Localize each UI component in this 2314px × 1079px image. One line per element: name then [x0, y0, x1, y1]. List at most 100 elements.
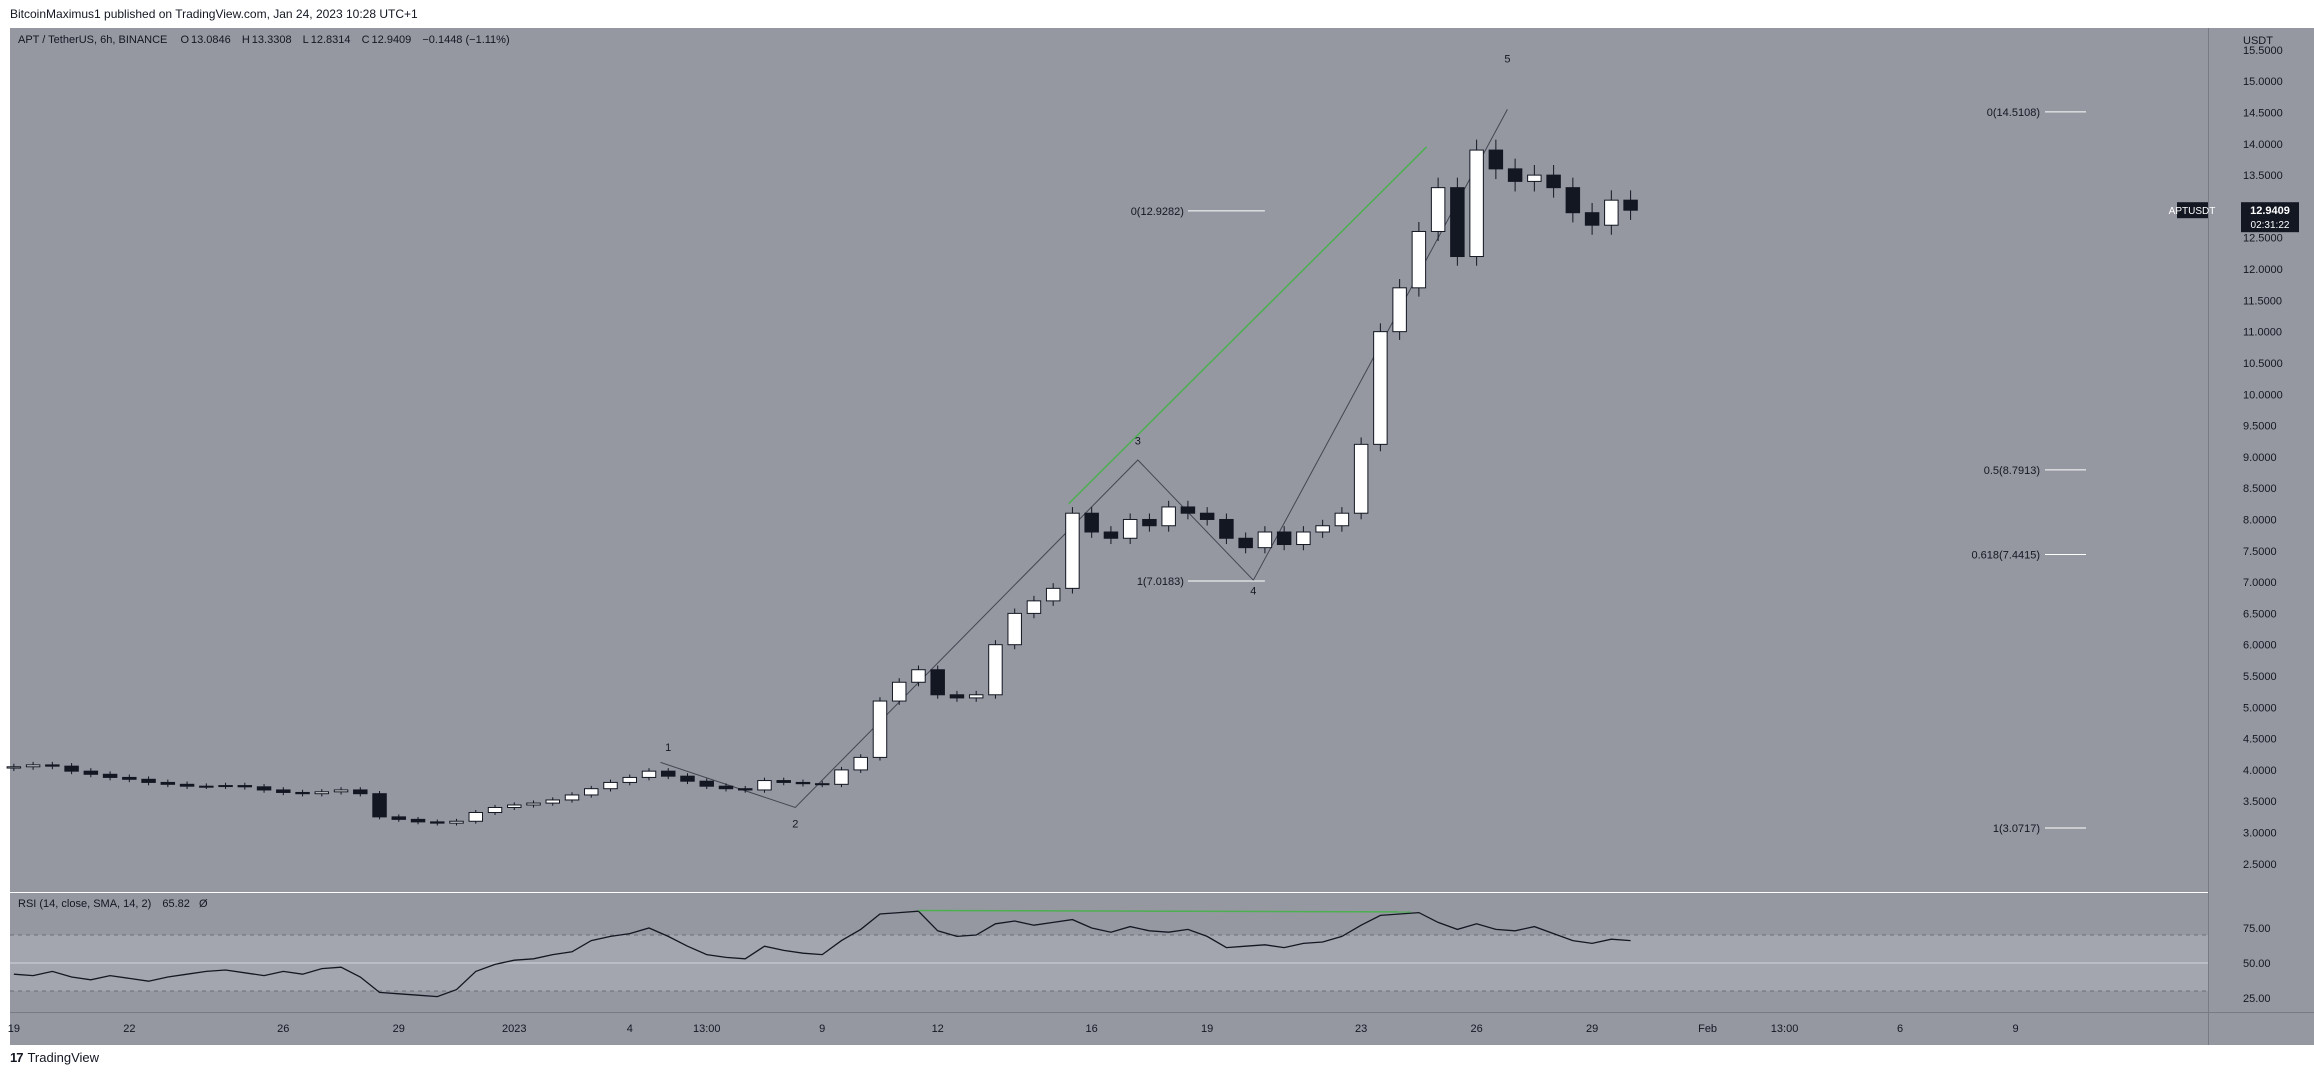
candle-up	[1315, 525, 1330, 533]
candle-down	[237, 785, 253, 788]
wave-label: 4	[1250, 586, 1256, 598]
candle-up	[314, 791, 330, 795]
wave-label: 5	[1504, 53, 1510, 65]
legend-low-label: L	[302, 34, 309, 46]
price-axis-tick: 8.5000	[2243, 483, 2277, 495]
candle-up	[1161, 506, 1176, 527]
time-axis-label: 12	[932, 1023, 944, 1035]
candle-down	[795, 781, 811, 785]
candle-up	[1122, 518, 1138, 539]
current-symbol-tag	[2177, 202, 2208, 219]
candle-down	[699, 780, 714, 787]
candle-down	[102, 773, 118, 778]
candle-up	[1411, 230, 1427, 289]
price-axis-tick: 14.5000	[2243, 108, 2283, 120]
candle-down	[737, 788, 753, 791]
time-axis[interactable]	[10, 1012, 2208, 1045]
time-axis-label: 16	[1086, 1023, 1098, 1035]
candle-up	[1392, 287, 1407, 333]
wave-label: 2	[792, 819, 798, 831]
rsi-line	[13, 910, 1631, 998]
legend-close-label: C	[361, 34, 370, 46]
price-axis[interactable]	[2208, 28, 2314, 1012]
candle-up	[1334, 512, 1350, 527]
time-axis-label: 29	[1586, 1023, 1598, 1035]
fib-level-label: 0.5(8.7913)	[1984, 465, 2040, 477]
candle-down	[1219, 518, 1234, 539]
candle-down	[1199, 512, 1215, 520]
candle-down	[1142, 518, 1157, 527]
time-axis-label: 13:00	[693, 1023, 721, 1035]
candle-up	[526, 802, 541, 806]
candle-down	[1276, 531, 1292, 546]
candle-up	[1373, 331, 1388, 445]
time-axis-label: 6	[1897, 1023, 1903, 1035]
candle-down	[179, 783, 195, 787]
rsi-axis-tick: 75.00	[2243, 923, 2271, 935]
price-trendline	[1068, 146, 1428, 505]
price-axis-tick: 14.0000	[2243, 139, 2283, 151]
candle-down	[1238, 537, 1253, 549]
candle-down	[1084, 512, 1099, 533]
legend-high-value: 13.3308	[251, 34, 292, 46]
legend-high-label: H	[241, 34, 250, 46]
footer-branding[interactable]: 17 TradingView	[10, 1050, 99, 1065]
rsi-legend-value: 65.82	[162, 898, 190, 910]
candle-up	[1026, 600, 1042, 614]
price-axis-tick: 2.5000	[2243, 859, 2277, 871]
price-axis-tick: 6.5000	[2243, 608, 2277, 620]
candle-up	[449, 820, 464, 824]
price-axis-tick: 4.0000	[2243, 765, 2277, 777]
elliott-wave-path	[660, 109, 1508, 809]
rsi-legend-extra: Ø	[198, 898, 208, 910]
price-axis-unit: USDT	[2243, 35, 2273, 47]
time-axis-label: 19	[1201, 1023, 1213, 1035]
price-axis-tick: 15.5000	[2243, 45, 2283, 57]
current-price-value: 12.9409	[2250, 205, 2290, 217]
candle-up	[545, 799, 561, 804]
candle-down	[353, 789, 368, 795]
legend-open-value: 13.0846	[191, 34, 231, 46]
candle-up	[853, 756, 868, 771]
footer-brand: TradingView	[27, 1050, 100, 1065]
candle-up	[1045, 587, 1061, 602]
candle-down	[661, 770, 676, 777]
current-symbol-label: APTUSDT	[2169, 206, 2216, 217]
candle-up	[911, 669, 926, 683]
wave-label: 3	[1135, 435, 1141, 447]
candle-down	[410, 818, 426, 823]
candle-up	[834, 769, 849, 785]
candle-down	[776, 780, 791, 783]
candle-up	[968, 694, 984, 699]
fib-level-label: 0(12.9282)	[1131, 206, 1184, 218]
candle-up	[6, 766, 22, 769]
time-axis-label: 2023	[502, 1023, 526, 1035]
candle-down	[1507, 168, 1523, 182]
candle-up	[218, 785, 233, 788]
price-axis-tick: 9.5000	[2243, 421, 2277, 433]
time-axis-label: 19	[8, 1023, 20, 1035]
symbol-legend[interactable]: APT / TetherUS, 6h, BINANCE O 13.0846 H 13…	[18, 34, 512, 46]
candle-up	[622, 776, 637, 783]
price-axis-tick: 10.5000	[2243, 358, 2283, 370]
candle-down	[930, 669, 945, 696]
axis-corner	[2208, 1012, 2314, 1045]
wave-label: 1	[665, 742, 671, 754]
rsi-legend[interactable]: RSI (14, close, SMA, 14, 2) 65.82 Ø	[18, 898, 208, 910]
candle-up	[487, 806, 503, 813]
candle-down	[430, 821, 445, 824]
candle-down	[141, 778, 156, 783]
time-axis-label: 22	[123, 1023, 135, 1035]
candle-down	[949, 694, 965, 699]
candle-up	[988, 644, 1003, 696]
rsi-trendline	[918, 909, 1412, 913]
price-pane[interactable]	[10, 28, 2208, 892]
price-axis-tick: 3.5000	[2243, 796, 2277, 808]
candle-up	[25, 764, 41, 768]
candle-down	[295, 791, 310, 795]
candle-down	[814, 783, 830, 786]
candle-down	[391, 816, 407, 820]
price-axis-tick: 12.5000	[2243, 233, 2283, 245]
annotation-layer: 1 2 3 4 5 0(12.9282) 1(7.0183) 0(14.5108) 0.5(8.…	[660, 53, 2086, 913]
